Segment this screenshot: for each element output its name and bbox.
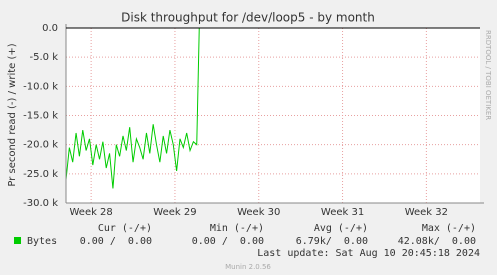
legend-label: Bytes (27, 236, 57, 247)
y-tick-label: -30.0 k (23, 198, 58, 209)
footer: Munin 2.0.56 (225, 263, 271, 271)
legend-header: Max (-/+) (422, 223, 476, 234)
last-update: Last update: Sat Aug 10 20:45:18 2024 (257, 248, 480, 259)
legend-header: Cur (-/+) (98, 223, 152, 234)
legend-header: Min (-/+) (210, 223, 264, 234)
chart-title: Disk throughput for /dev/loop5 - by mont… (121, 11, 375, 25)
legend-value: 0.00 / 0.00 (80, 236, 152, 247)
y-axis-label: Pr second read (-) / write (+) (7, 43, 18, 186)
legend-value: 42.08k/ 0.00 (398, 236, 476, 247)
legend-header: Avg (-/+) (314, 223, 368, 234)
x-tick-label: Week 30 (237, 207, 280, 218)
y-tick-label: 0.0 (42, 23, 58, 34)
x-tick-label: Week 31 (321, 207, 364, 218)
data-line (65, 27, 480, 189)
x-tick-label: Week 29 (153, 207, 196, 218)
legend-swatch (14, 237, 21, 244)
y-tick-label: -10.0 k (23, 81, 58, 92)
legend-value: 0.00 / 0.00 (192, 236, 264, 247)
legend-value: 6.79k/ 0.00 (296, 236, 368, 247)
y-tick-label: -15.0 k (23, 111, 58, 122)
y-tick-label: -20.0 k (23, 140, 58, 151)
y-tick-label: -25.0 k (23, 169, 58, 180)
y-tick-label: -5.0 k (30, 52, 59, 63)
x-tick-label: Week 32 (405, 207, 448, 218)
x-tick-label: Week 28 (69, 207, 112, 218)
side-label: RRDTOOL / TOBI OETIKER (484, 30, 492, 120)
